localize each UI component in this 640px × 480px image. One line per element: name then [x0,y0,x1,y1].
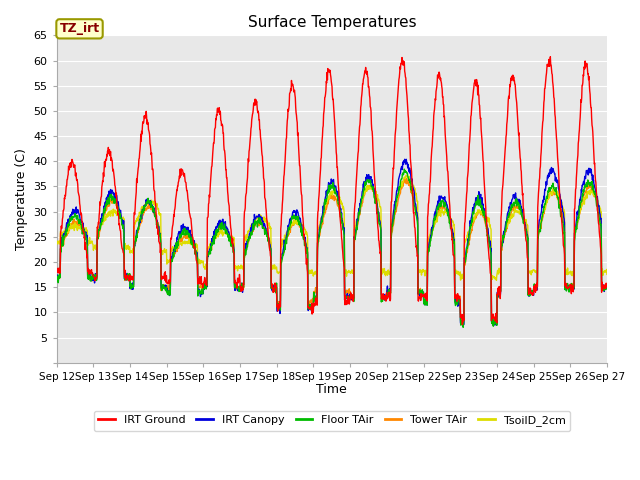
IRT Ground [417,291,425,297]
Floor TAir [460,324,467,330]
Line: TsoilD_2cm: TsoilD_2cm [57,175,607,280]
Floor TAir [175,236,183,242]
IRT Ground [459,322,467,327]
Floor TAir [237,288,244,293]
IRT Ground [490,315,497,321]
Tower TAir [237,285,244,290]
TsoilD_2cm [538,215,546,220]
Tower TAir [538,217,546,223]
IRT Canopy [491,322,499,328]
IRT Canopy [490,320,497,325]
Tower TAir [603,283,611,289]
Legend: IRT Ground, IRT Canopy, Floor TAir, Tower TAir, TsoilD_2cm: IRT Ground, IRT Canopy, Floor TAir, Towe… [93,411,570,431]
Line: Floor TAir: Floor TAir [57,169,607,327]
TsoilD_2cm [493,277,500,283]
Tower TAir [403,176,410,181]
Tower TAir [53,274,61,280]
IRT Ground [547,54,554,60]
Line: IRT Ground: IRT Ground [57,57,607,324]
TsoilD_2cm [418,272,426,278]
IRT Ground [175,176,183,181]
TsoilD_2cm [403,172,410,178]
Tower TAir [175,239,183,245]
Floor TAir [603,285,611,291]
Y-axis label: Temperature (C): Temperature (C) [15,148,28,250]
Floor TAir [162,288,170,294]
TsoilD_2cm [162,250,170,255]
IRT Canopy [403,156,410,162]
IRT Ground [53,268,61,274]
Tower TAir [457,318,465,324]
TsoilD_2cm [237,265,244,271]
Text: TZ_irt: TZ_irt [60,23,100,36]
TsoilD_2cm [53,239,61,245]
Floor TAir [418,291,426,297]
Floor TAir [490,318,497,324]
Floor TAir [538,214,546,219]
Tower TAir [418,290,426,296]
IRT Ground [237,287,244,292]
TsoilD_2cm [603,272,611,277]
Line: IRT Canopy: IRT Canopy [57,159,607,325]
Floor TAir [53,279,61,285]
Title: Surface Temperatures: Surface Temperatures [248,15,416,30]
TsoilD_2cm [490,274,497,279]
Line: Tower TAir: Tower TAir [57,179,607,321]
X-axis label: Time: Time [316,383,347,396]
IRT Canopy [603,285,611,290]
IRT Canopy [418,289,426,295]
IRT Ground [538,131,546,136]
TsoilD_2cm [175,240,183,245]
IRT Canopy [53,273,61,279]
IRT Canopy [538,204,546,210]
Tower TAir [490,316,497,322]
IRT Ground [603,283,611,288]
Floor TAir [401,166,408,172]
IRT Canopy [175,228,183,234]
Tower TAir [162,285,170,290]
IRT Canopy [237,283,244,288]
IRT Ground [162,279,170,285]
IRT Canopy [162,282,170,288]
